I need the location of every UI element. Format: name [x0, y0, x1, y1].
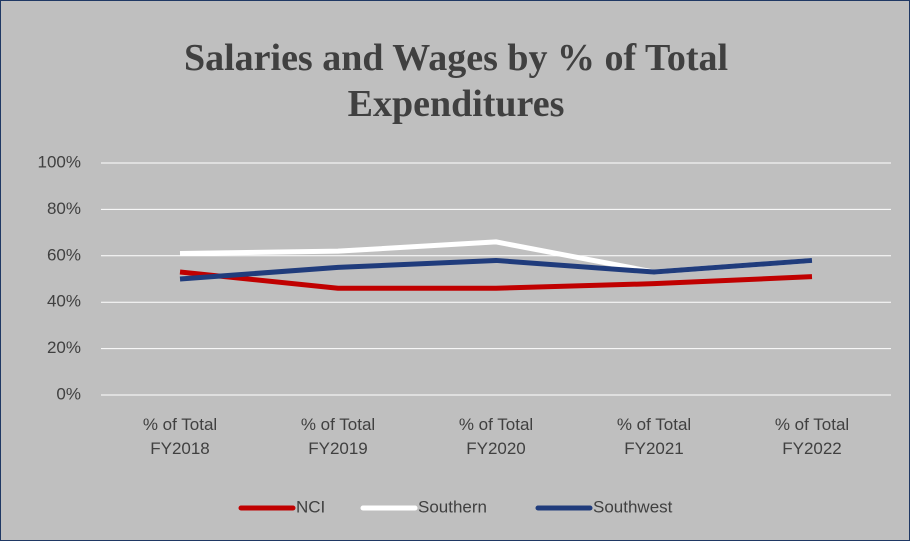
x-tick-label: % of Total FY2020 — [458, 415, 534, 458]
y-tick-label: 80% — [47, 199, 81, 218]
legend-label: Southern — [418, 497, 487, 516]
series-line — [179, 257, 813, 282]
x-tick-label: % of Total FY2021 — [616, 415, 692, 458]
y-tick-label: 60% — [47, 245, 81, 264]
chart-title: Salaries and Wages by % of Total Expendi… — [183, 37, 729, 125]
x-tick-label: % of Total FY2019 — [300, 415, 376, 458]
y-tick-label: 40% — [47, 292, 81, 311]
x-tick-label: % of Total FY2022 — [774, 415, 850, 458]
x-tick-label: % of Total FY2018 — [142, 415, 218, 458]
legend-label: NCI — [296, 497, 325, 516]
legend-label: Southwest — [593, 497, 673, 516]
series-line — [179, 269, 813, 291]
y-tick-label: 20% — [47, 338, 81, 357]
y-tick-label: 100% — [38, 152, 81, 171]
y-tick-label: 0% — [56, 384, 81, 403]
